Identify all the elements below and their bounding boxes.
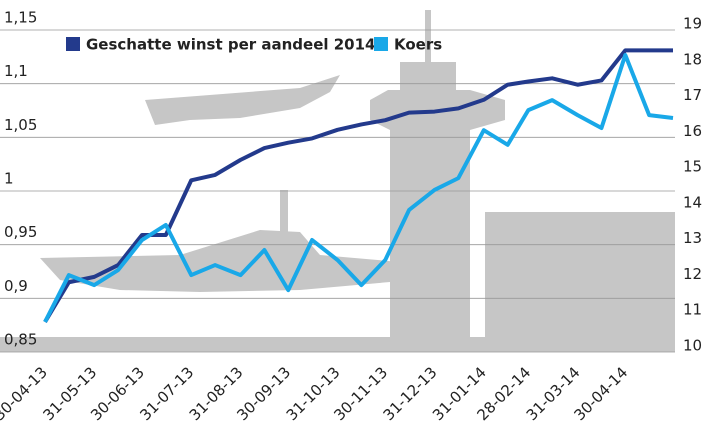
- y2-tick-label: 17: [683, 86, 702, 104]
- y2-tick-label: 16: [683, 122, 702, 140]
- y2-tick-label: 13: [683, 229, 702, 247]
- y-tick-label: 1,15: [4, 9, 37, 27]
- y-tick-label: 1: [4, 170, 14, 188]
- y2-tick-label: 19: [683, 15, 702, 33]
- y-tick-label: 1,1: [4, 62, 28, 80]
- background-illustration: [0, 10, 675, 352]
- y2-tick-label: 10: [683, 337, 702, 355]
- legend-label: Geschatte winst per aandeel 2014: [86, 36, 376, 54]
- legend: Geschatte winst per aandeel 2014 Koers: [66, 36, 442, 54]
- legend-label: Koers: [394, 36, 442, 54]
- y-tick-label: 0,9: [4, 277, 28, 295]
- y-tick-label: 0,95: [4, 223, 37, 241]
- legend-swatch: [374, 37, 388, 51]
- y2-tick-label: 14: [683, 193, 702, 211]
- y-tick-label: 1,05: [4, 116, 37, 134]
- y2-tick-label: 12: [683, 265, 702, 283]
- legend-swatch: [66, 37, 80, 51]
- y2-tick-label: 15: [683, 158, 702, 176]
- y-tick-label: 0,85: [4, 331, 37, 349]
- chart: 0,85 0,9 0,95 1 1,05 1,1 1,15 10 11 12 13 14 15 16 17 1…: [0, 0, 703, 436]
- y2-tick-label: 11: [683, 301, 702, 319]
- y2-tick-label: 18: [683, 50, 702, 68]
